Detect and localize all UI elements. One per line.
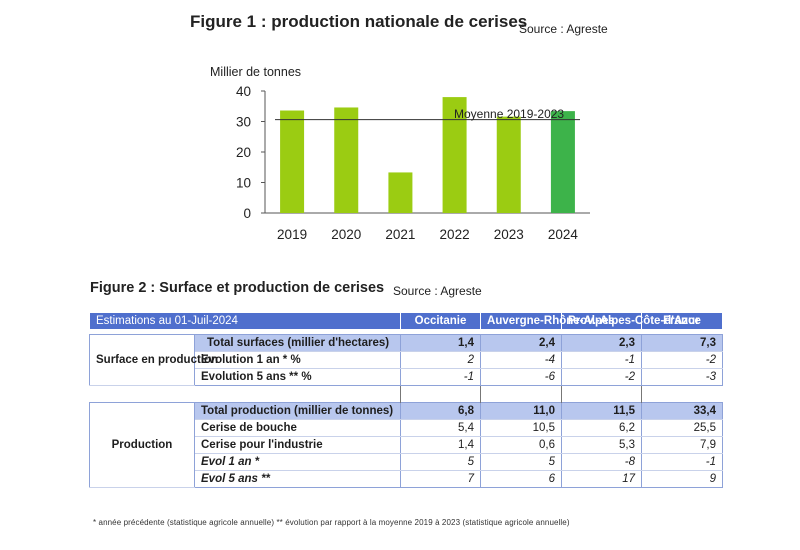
row-label: Evol 5 ans ** [193, 470, 402, 488]
cell: 2 [400, 351, 482, 369]
header-paca: Prov.-Alpes-Côte-d'Azur [561, 312, 700, 330]
surface-production-table: Estimations au 01-Juil-2024 Occitanie Au… [88, 312, 724, 488]
y-tick-label: 10 [236, 176, 251, 191]
bar-2020 [334, 107, 359, 213]
cell: 17 [561, 470, 643, 488]
bar-2024 [550, 111, 575, 213]
cell: 0,6 [480, 436, 563, 454]
y-tick-label: 40 [236, 84, 251, 99]
cell: -8 [561, 453, 643, 471]
table-row: Cerise de bouche 5,4 10,5 6,2 25,5 [90, 419, 724, 437]
header-estimations: Estimations au 01-Juil-2024 [88, 312, 402, 330]
x-tick-label: 2020 [331, 227, 361, 242]
bar-2021 [388, 172, 413, 213]
cell: 6,8 [400, 402, 482, 420]
cell: 1,4 [400, 436, 482, 454]
table-header-row: Estimations au 01-Juil-2024 Occitanie Au… [88, 312, 724, 330]
row-label: Evolution 1 an * % [193, 351, 402, 369]
x-tick-label: 2019 [277, 227, 307, 242]
row-label: Evolution 5 ans ** % [193, 368, 402, 386]
cell: 2,4 [480, 334, 563, 352]
cell: 7,3 [641, 334, 724, 352]
cell: 25,5 [641, 419, 724, 437]
cell: 11,5 [561, 402, 643, 420]
cell: -2 [641, 351, 724, 369]
row-label: Total production (millier de tonnes) [193, 402, 402, 420]
cell: 10,5 [480, 419, 563, 437]
header-france: France [641, 312, 724, 330]
footnote: * année précédente (statistique agricole… [93, 518, 570, 527]
cell: 6,2 [561, 419, 643, 437]
row-label: Total surfaces (millier d'hectares) [193, 334, 402, 352]
y-tick-label: 0 [243, 206, 251, 221]
table-row: Production Total production (millier de … [89, 402, 724, 488]
cell: 33,4 [641, 402, 724, 420]
y-tick-label: 30 [236, 115, 251, 130]
cell: -2 [561, 368, 643, 386]
cell: -1 [641, 453, 724, 471]
group-production: Production [89, 402, 195, 488]
cell: 2,3 [561, 334, 643, 352]
x-tick-label: 2022 [440, 227, 470, 242]
x-tick-label: 2024 [548, 227, 579, 242]
cell: 6 [480, 470, 563, 488]
y-axis-label: Millier de tonnes [210, 65, 302, 79]
cell: 5,4 [400, 419, 482, 437]
cell: 1,4 [400, 334, 482, 352]
table-row: Evol 1 an * 5 5 -8 -1 [90, 453, 724, 471]
cell: -1 [400, 368, 482, 386]
figure2-title: Figure 2 : Surface et production de ceri… [90, 280, 385, 296]
cell: 5,3 [561, 436, 643, 454]
x-tick-label: 2023 [494, 227, 524, 242]
cell: 5 [400, 453, 482, 471]
figure1-source: Source : Agreste [519, 22, 608, 36]
row-label: Evol 1 an * [193, 453, 402, 471]
header-auvergne: Auvergne-Rhône-Alpes [480, 312, 615, 330]
row-label: Cerise pour l'industrie [193, 436, 402, 454]
table-row: Evol 5 ans ** 7 6 17 9 [90, 470, 724, 488]
y-tick-label: 20 [236, 145, 251, 160]
cell: 7 [400, 470, 482, 488]
cell: -4 [480, 351, 563, 369]
table-row: Surface en production Total surfaces (mi… [89, 334, 724, 386]
row-label: Cerise de bouche [193, 419, 402, 437]
cell: 11,0 [480, 402, 563, 420]
average-line-label: Moyenne 2019-2023 [454, 107, 564, 121]
cell: 7,9 [641, 436, 724, 454]
bar-2019 [280, 110, 305, 213]
table-row: Evolution 5 ans ** % -1 -6 -2 -3 [90, 368, 724, 386]
table-row: Cerise pour l'industrie 1,4 0,6 5,3 7,9 [90, 436, 724, 454]
bar-2023 [496, 116, 521, 213]
group-surface: Surface en production [89, 334, 218, 386]
cell: -3 [641, 368, 724, 386]
bar-2022 [442, 97, 467, 213]
header-occitanie: Occitanie [400, 312, 482, 330]
cell: 9 [641, 470, 724, 488]
x-tick-label: 2021 [385, 227, 415, 242]
cell: 5 [480, 453, 563, 471]
cell: -1 [561, 351, 643, 369]
production-bar-chart: 0 10 20 30 40 2019 2020 2021 2022 2023 2024 Moyenne… [236, 84, 590, 242]
cell: -6 [480, 368, 563, 386]
figure2-source: Source : Agreste [393, 284, 482, 298]
figure1-title: Figure 1 : production nationale de ceris… [190, 12, 528, 31]
table-row: Evolution 1 an * % 2 -4 -1 -2 [90, 351, 724, 369]
